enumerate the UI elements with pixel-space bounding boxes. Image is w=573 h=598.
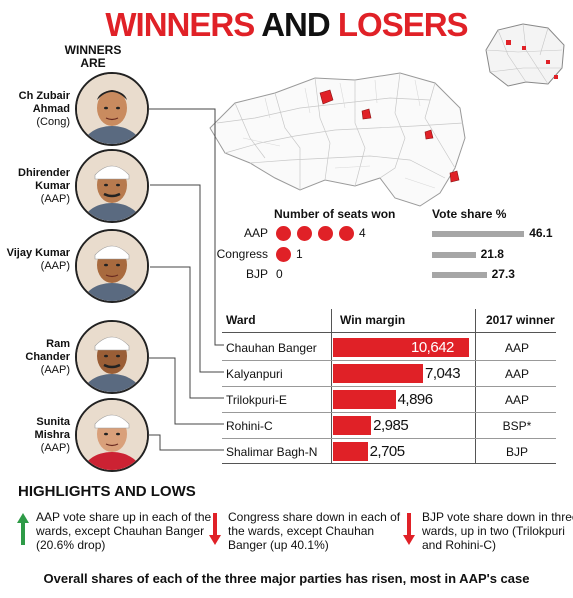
seat-dot [339,226,354,241]
vote-share-bar [432,272,487,278]
vote-share-chart-title: Vote share % [432,207,507,221]
win-margin-value: 10,642 [411,339,454,356]
winner-name-block: Dhirender Kumar (AAP) [6,167,70,206]
table-header-margin: Win margin [340,313,406,327]
winner-party: (AAP) [40,364,70,376]
winner-name-block: Ch Zubair Ahmad (Cong) [6,90,70,129]
winner-avatar [75,72,149,146]
table-row-divider [222,386,556,387]
win-margin-value: 2,705 [369,443,406,460]
seat-dot [297,226,312,241]
vote-share-value: 46.1 [529,226,553,240]
seat-count-label: 0 [276,267,283,281]
winner-avatar [75,398,149,472]
ward-name: Rohini-C [226,419,273,433]
table-row-divider [222,438,556,439]
win-margin-bar [333,364,423,383]
ward-name: Kalyanpuri [226,367,283,381]
winner-name-block: Vijay Kumar (AAP) [6,247,70,273]
win-margin-bar [333,416,372,435]
winner-2017-value: AAP [504,393,529,407]
arrow-up-icon [16,512,30,546]
delhi-ward-map [209,72,466,207]
table-header-2017: 2017 winner [486,313,555,327]
table-row-divider [222,360,556,361]
winner-name: Ch Zubair Ahmad [18,90,70,115]
title-winners: WINNERS [105,6,255,43]
highlights-title: HIGHLIGHTS AND LOWS [18,483,196,500]
ward-name: Chauhan Banger [226,341,317,355]
seats-party-label: Congress [216,247,268,261]
page-title: WINNERS AND LOSERS [0,6,573,44]
winner-name: Dhirender Kumar [18,167,70,192]
win-margin-value: 7,043 [425,365,461,382]
vote-share-value: 21.8 [480,247,504,261]
winner-2017-value: AAP [504,367,529,381]
winner-2017-value: BJP [505,445,528,459]
table-header-ward: Ward [226,313,256,327]
seat-dot [276,247,291,262]
seat-dot [276,226,291,241]
vote-share-bar [432,231,525,237]
winner-name: Sunita Mishra [34,416,70,441]
highlight-text: Congress share down in each of the wards… [228,510,401,552]
win-margin-value: 2,985 [373,417,409,434]
seat-count-label: 1 [296,247,303,261]
table-header-divider [222,332,556,333]
win-margin-value: 4,896 [397,391,434,408]
vote-share-value: 27.3 [491,267,515,281]
winner-name-block: Sunita Mishra (AAP) [6,416,70,455]
table-row-divider [222,412,556,413]
arrow-down-icon [208,512,222,546]
winner-party: (AAP) [40,260,70,272]
ward-name: Trilokpuri-E [226,393,287,407]
title-and: AND [261,6,330,43]
vote-share-bar [432,252,476,258]
seat-count-label: 4 [359,226,366,240]
winners-label: WINNERS ARE [64,43,122,70]
winner-name: Vijay Kumar [6,247,70,259]
delhi-mini-map [485,23,565,87]
highlight-text: BJP vote share down in three wards, up i… [422,510,573,552]
winner-avatar [75,320,149,394]
winner-party: (Cong) [36,116,70,128]
arrow-down-icon [402,512,416,546]
win-margin-bar [333,442,368,461]
winner-avatar [75,229,149,303]
table-bottom-divider [222,463,556,464]
seat-dot [318,226,333,241]
seats-chart-title: Number of seats won [274,207,396,221]
winner-name: Ram Chander [25,338,70,363]
winner-2017-value: AAP [504,341,529,355]
winner-party: (AAP) [40,193,70,205]
highlight-text: AAP vote share up in each of the wards, … [36,510,212,552]
win-margin-bar [333,390,396,409]
winner-avatar [75,149,149,223]
winner-name-block: Ram Chander (AAP) [6,338,70,377]
footer-note: Overall shares of each of the three majo… [43,571,530,586]
ward-name: Shalimar Bagh-N [226,445,318,459]
seats-party-label: AAP [243,226,268,240]
seats-party-label: BJP [245,267,268,281]
winner-2017-value: BSP* [502,419,532,433]
winner-party: (AAP) [40,442,70,454]
win-margin-bar [333,338,469,357]
title-losers: LOSERS [337,6,469,43]
